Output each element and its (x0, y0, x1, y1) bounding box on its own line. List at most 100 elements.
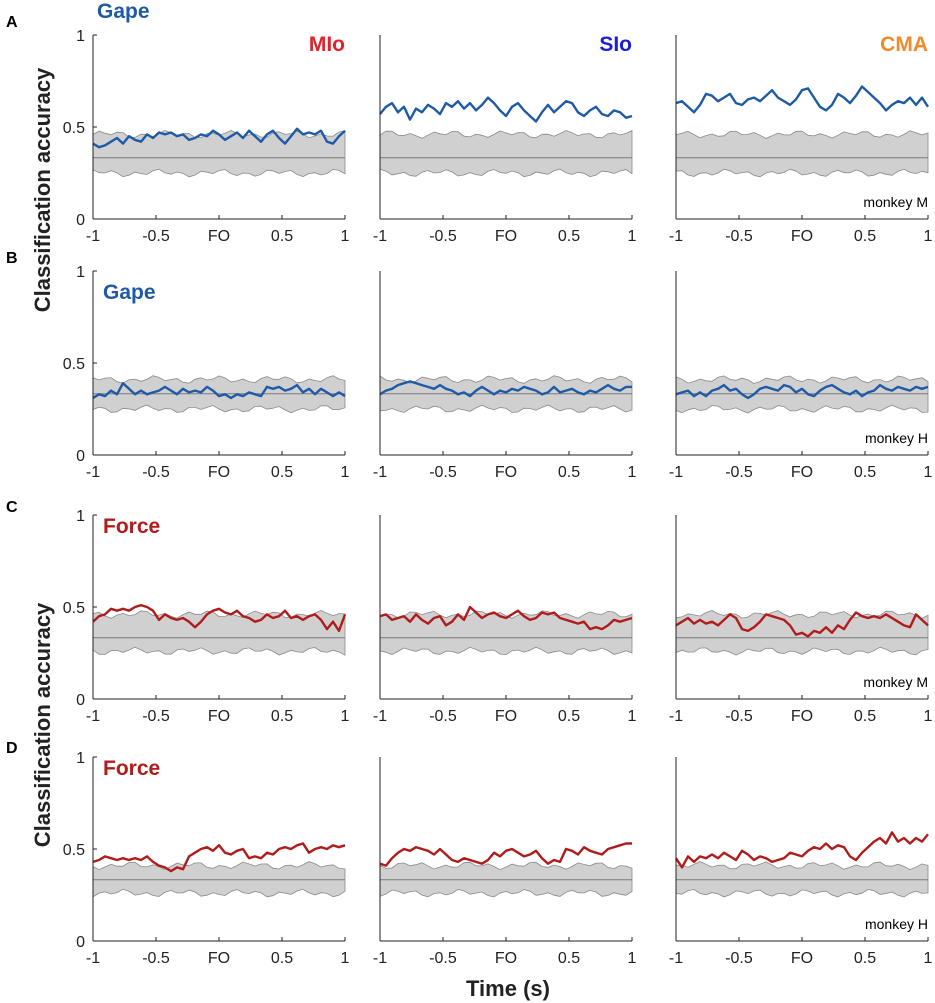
x-tick-label-A-SIo-1: -0.5 (429, 228, 457, 245)
accuracy-line-B-SIo (379, 380, 632, 398)
x-tick-label-C-MIo-0: -1 (86, 708, 100, 725)
y-tick-label-D-MIo-2: 1 (76, 750, 85, 767)
y-tick-label-B-MIo-0: 0 (76, 448, 85, 465)
x-tick-label-A-SIo-3: 0.5 (558, 228, 580, 245)
y-tick-label-C-MIo-2: 1 (76, 508, 85, 525)
monkey-label-B: monkey H (865, 430, 928, 446)
x-tick-label-A-SIo-2: FO (495, 228, 517, 245)
accuracy-line-C-CMA (675, 611, 929, 638)
row-label-B: Gape (103, 281, 156, 304)
chance-band-C-MIo (92, 609, 346, 656)
y-tick-label-D-MIo-1: 0.5 (63, 842, 85, 859)
chance-band-A-SIo (379, 129, 633, 178)
x-tick-label-B-SIo-0: -1 (373, 464, 387, 481)
x-tick-label-D-SIo-4: 1 (628, 950, 637, 967)
x-tick-label-A-MIo-4: 1 (341, 228, 350, 245)
y-tick-label-A-MIo-0: 0 (76, 212, 85, 229)
monkey-label-D: monkey H (865, 916, 928, 932)
x-tick-label-A-MIo-1: -0.5 (142, 228, 170, 245)
x-tick-label-D-MIo-0: -1 (86, 950, 100, 967)
y-axis-title-top: Classification accuracy (30, 67, 55, 312)
x-tick-label-A-CMA-2: FO (791, 228, 813, 245)
y-tick-label-C-MIo-0: 0 (76, 692, 85, 709)
panel-letter-B: B (6, 250, 18, 267)
accuracy-line-D-MIo (92, 842, 346, 873)
x-tick-label-A-CMA-3: 0.5 (854, 228, 876, 245)
row-label-A: Gape (97, 0, 150, 23)
row-label-D: Force (103, 757, 160, 780)
x-tick-label-C-CMA-2: FO (791, 708, 813, 725)
y-tick-label-D-MIo-0: 0 (76, 934, 85, 951)
area-title-SIo: SIo (599, 33, 632, 56)
area-title-CMA: CMA (880, 33, 928, 56)
x-tick-label-B-MIo-2: FO (208, 464, 230, 481)
x-tick-label-A-MIo-3: 0.5 (271, 228, 293, 245)
x-tick-label-D-SIo-1: -0.5 (429, 950, 457, 967)
y-axis-title-bottom: Classification accuracy (30, 602, 55, 847)
x-tick-label-D-SIo-3: 0.5 (558, 950, 580, 967)
chance-band-A-CMA (675, 130, 929, 178)
x-tick-label-C-CMA-1: -0.5 (725, 708, 753, 725)
x-tick-label-A-CMA-4: 1 (924, 228, 933, 245)
x-tick-label-C-SIo-1: -0.5 (429, 708, 457, 725)
panel-letter-C: C (6, 499, 18, 516)
x-tick-label-A-CMA-0: -1 (669, 228, 683, 245)
accuracy-line-A-MIo (92, 127, 346, 149)
x-tick-label-D-CMA-3: 0.5 (854, 950, 876, 967)
x-tick-label-C-SIo-0: -1 (373, 708, 387, 725)
x-tick-label-B-MIo-1: -0.5 (142, 464, 170, 481)
accuracy-line-D-CMA (674, 831, 929, 869)
accuracy-line-C-MIo (92, 604, 347, 633)
x-tick-label-C-SIo-2: FO (495, 708, 517, 725)
x-tick-label-D-SIo-2: FO (495, 950, 517, 967)
x-tick-label-B-CMA-0: -1 (669, 464, 683, 481)
x-tick-label-B-SIo-3: 0.5 (558, 464, 580, 481)
x-tick-label-B-MIo-3: 0.5 (271, 464, 293, 481)
x-tick-label-D-SIo-0: -1 (373, 950, 387, 967)
y-tick-label-B-MIo-1: 0.5 (63, 356, 85, 373)
x-tick-label-A-MIo-0: -1 (86, 228, 100, 245)
x-tick-label-A-MIo-2: FO (208, 228, 230, 245)
x-tick-label-B-MIo-4: 1 (341, 464, 350, 481)
monkey-label-C: monkey M (863, 674, 928, 690)
y-tick-label-B-MIo-2: 1 (76, 264, 85, 281)
x-tick-label-D-CMA-4: 1 (924, 950, 933, 967)
accuracy-line-C-SIo (379, 605, 633, 631)
x-tick-label-C-CMA-0: -1 (669, 708, 683, 725)
x-tick-label-D-MIo-1: -0.5 (142, 950, 170, 967)
accuracy-line-B-CMA (675, 383, 929, 400)
x-tick-label-D-CMA-1: -0.5 (725, 950, 753, 967)
row-label-C: Force (103, 515, 160, 538)
y-tick-label-A-MIo-1: 0.5 (63, 120, 85, 137)
x-tick-label-B-CMA-1: -0.5 (725, 464, 753, 481)
x-tick-label-B-MIo-0: -1 (86, 464, 100, 481)
x-tick-label-D-CMA-2: FO (791, 950, 813, 967)
area-title-MIo: MIo (309, 33, 345, 56)
x-tick-label-B-SIo-2: FO (495, 464, 517, 481)
x-tick-label-C-MIo-4: 1 (341, 708, 350, 725)
x-tick-label-C-CMA-4: 1 (924, 708, 933, 725)
x-tick-label-B-CMA-3: 0.5 (854, 464, 876, 481)
panel-letter-D: D (6, 740, 18, 757)
accuracy-line-D-SIo (379, 842, 632, 867)
x-tick-label-D-CMA-0: -1 (669, 950, 683, 967)
accuracy-line-A-SIo (379, 96, 633, 123)
y-tick-label-C-MIo-1: 0.5 (63, 600, 85, 617)
chance-band-B-CMA (675, 375, 929, 414)
panel-letter-A: A (6, 14, 18, 31)
x-axis-title: Time (s) (466, 976, 550, 1001)
x-tick-label-A-SIo-0: -1 (373, 228, 387, 245)
x-tick-label-B-CMA-4: 1 (924, 464, 933, 481)
x-tick-label-D-MIo-4: 1 (341, 950, 350, 967)
x-tick-label-A-SIo-4: 1 (628, 228, 637, 245)
y-tick-label-A-MIo-2: 1 (76, 28, 85, 45)
x-tick-label-B-CMA-2: FO (791, 464, 813, 481)
accuracy-line-A-CMA (675, 85, 930, 114)
accuracy-line-B-MIo (92, 382, 346, 400)
x-tick-label-A-CMA-1: -0.5 (725, 228, 753, 245)
x-tick-label-C-MIo-3: 0.5 (271, 708, 293, 725)
x-tick-label-C-CMA-3: 0.5 (854, 708, 876, 725)
x-tick-label-C-SIo-4: 1 (628, 708, 637, 725)
x-tick-label-D-MIo-2: FO (208, 950, 230, 967)
